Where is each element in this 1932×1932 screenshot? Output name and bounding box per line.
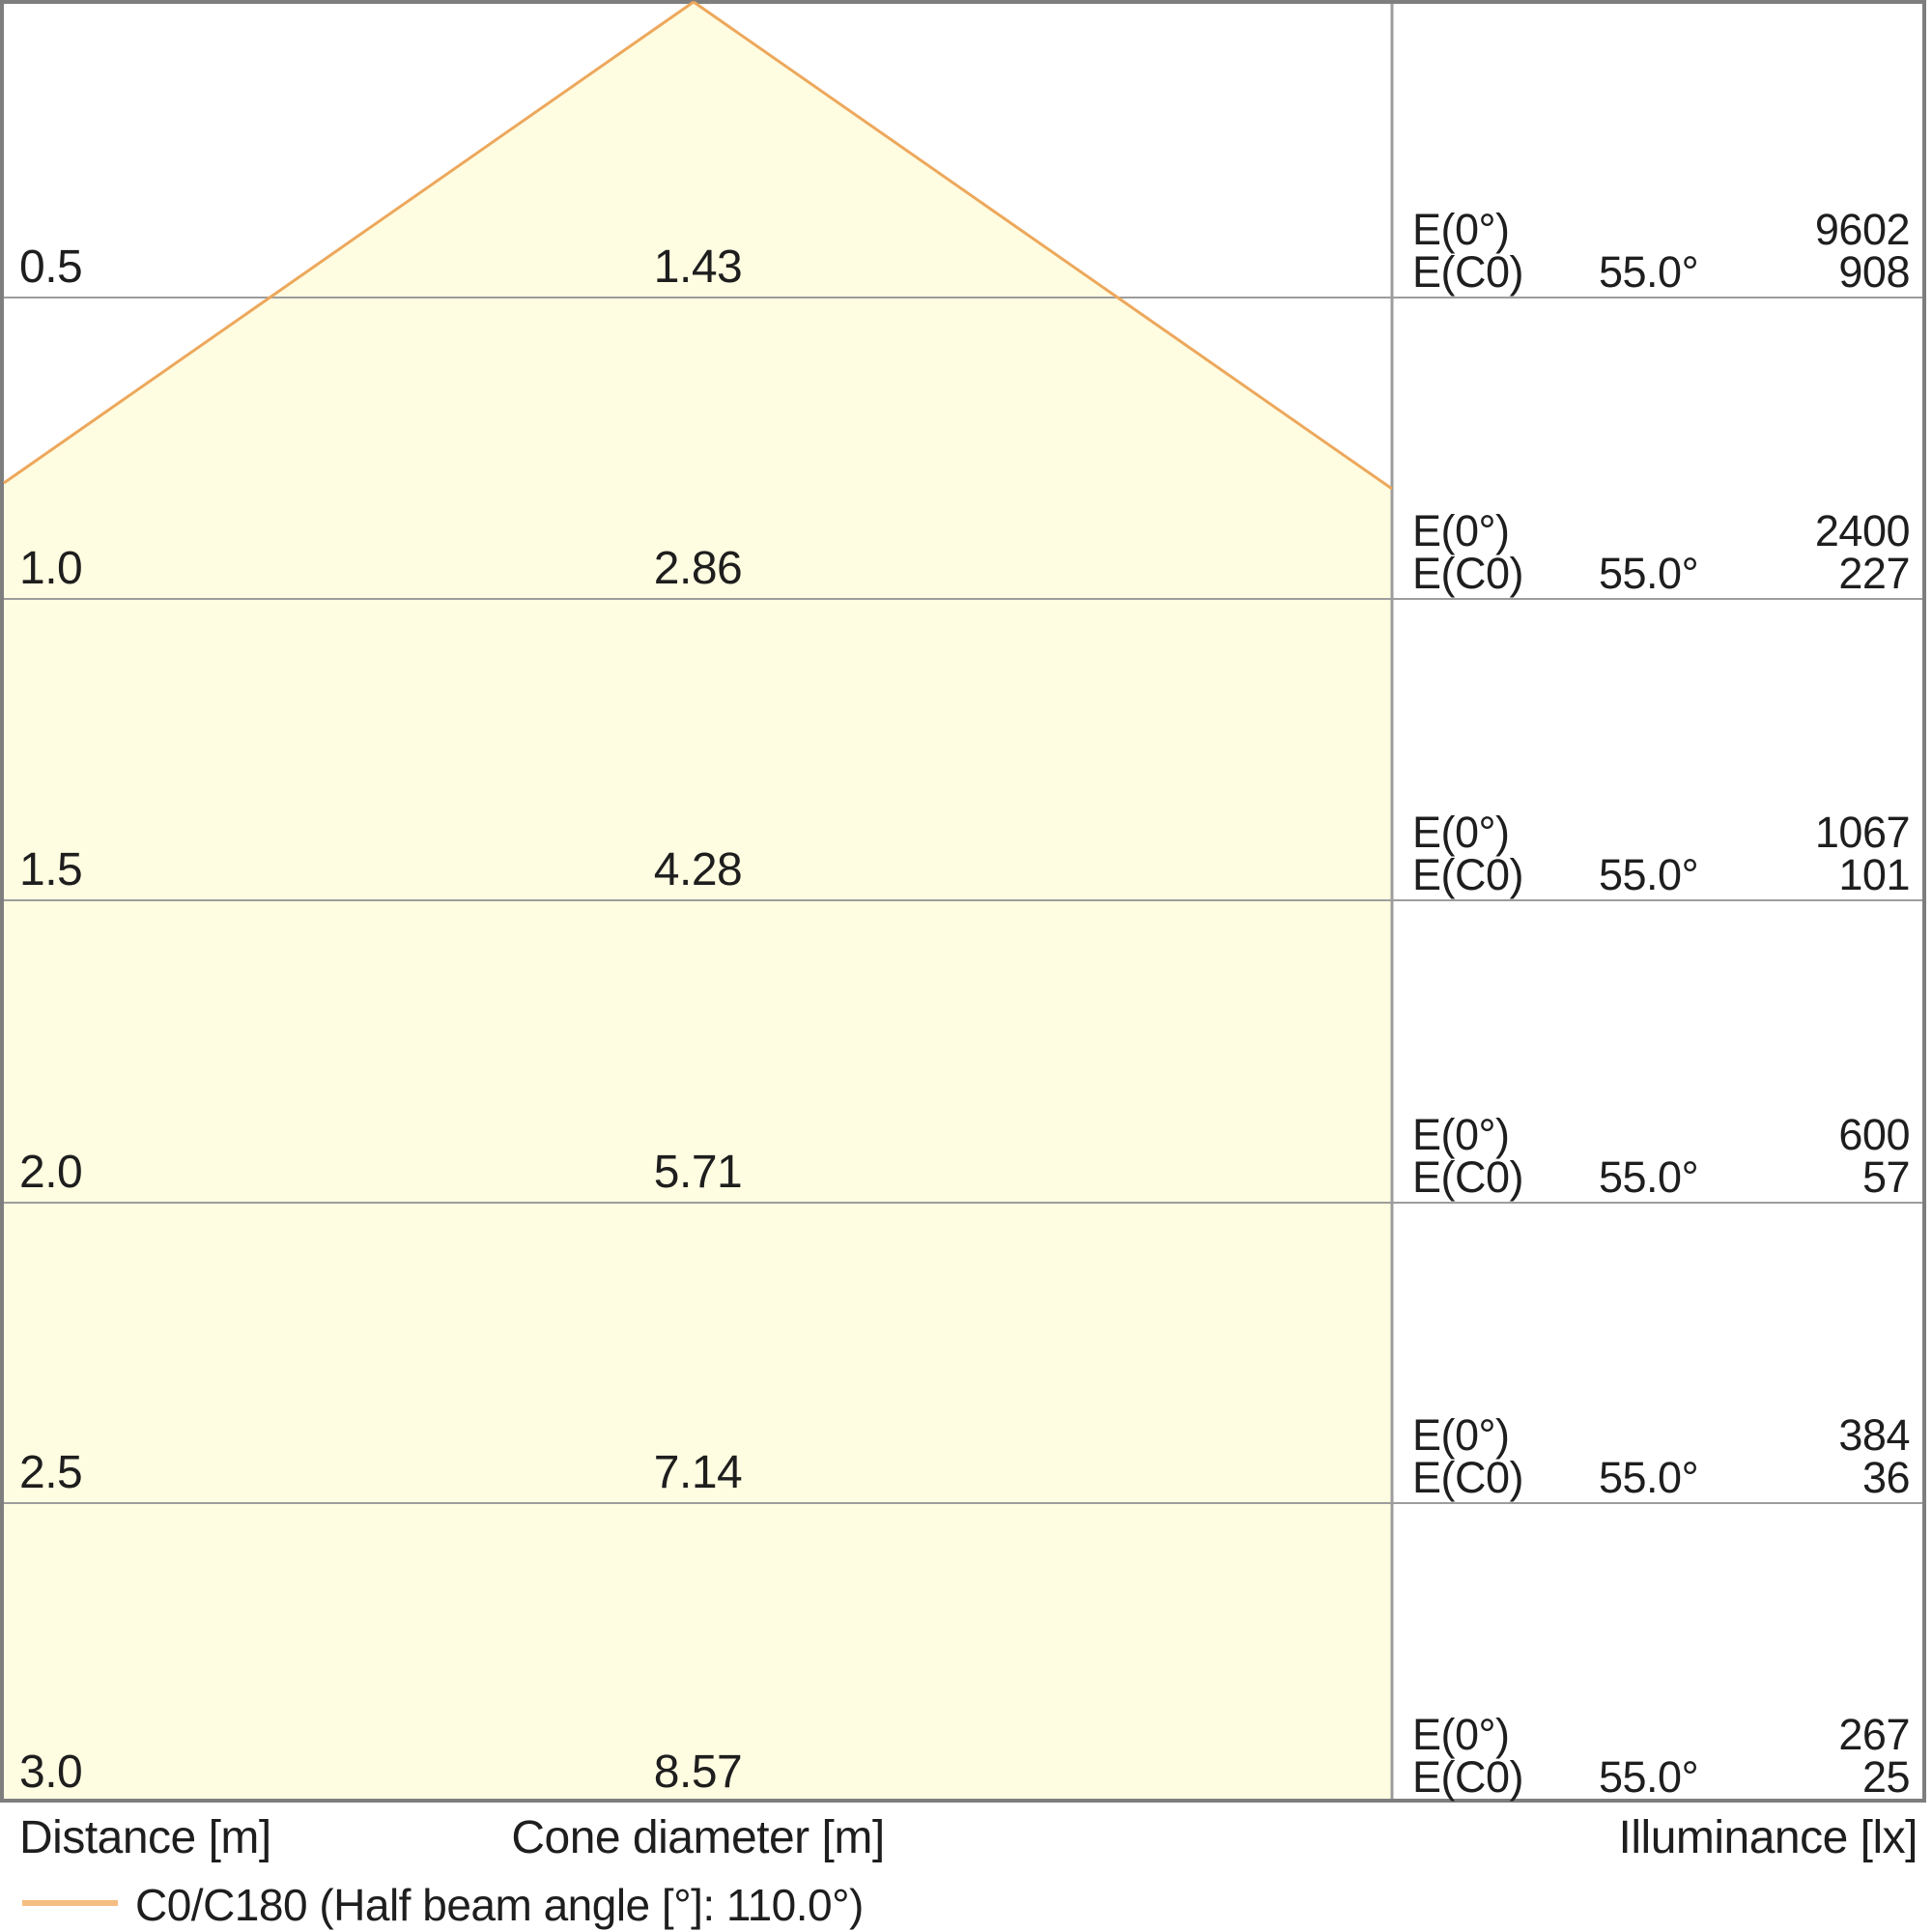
ec0-line: E(C0) 55.0° 57 xyxy=(1412,1152,1911,1202)
ec0-value: 227 xyxy=(1838,549,1910,598)
cone-diameter-axis-label: Cone diameter [m] xyxy=(511,1812,885,1863)
distance-tick-label: 2.0 xyxy=(19,1147,83,1198)
e0-line: E(0°) 267 xyxy=(1412,1710,1910,1759)
e0-value: 600 xyxy=(1838,1110,1910,1159)
ec0-label: E(C0) xyxy=(1412,850,1524,899)
beam-angle-value: 55.0° xyxy=(1599,549,1699,598)
distance-tick-label: 3.0 xyxy=(19,1747,83,1798)
distance-tick-label: 0.5 xyxy=(19,242,83,293)
illuminance-axis-label: Illuminance [lx] xyxy=(1618,1812,1918,1863)
cone-diameter-value: 4.28 xyxy=(653,844,743,895)
distance-tick-label: 1.0 xyxy=(19,543,83,594)
ec0-line: E(C0) 55.0° 227 xyxy=(1412,549,1910,598)
e0-line: E(0°) 600 xyxy=(1412,1110,1910,1159)
illuminance-row: E(0°) 2400 E(C0) 55.0° 227 xyxy=(1412,506,1911,598)
ec0-line: E(C0) 55.0° 25 xyxy=(1412,1752,1911,1802)
ec0-value: 36 xyxy=(1861,1453,1911,1502)
ec0-label: E(C0) xyxy=(1412,1752,1524,1802)
ec0-label: E(C0) xyxy=(1412,247,1524,297)
e0-label: E(0°) xyxy=(1412,1110,1510,1159)
illuminance-row: E(0°) 267 E(C0) 55.0° 25 xyxy=(1412,1710,1911,1802)
ec0-value: 25 xyxy=(1861,1752,1911,1802)
ec0-value: 57 xyxy=(1861,1152,1911,1202)
beam-angle-value: 55.0° xyxy=(1599,1752,1699,1802)
e0-line: E(0°) 1067 xyxy=(1412,808,1911,857)
distance-gridlines xyxy=(4,297,1922,1504)
cone-diameter-value: 2.86 xyxy=(653,543,743,594)
cone-diameter-value: 5.71 xyxy=(653,1147,743,1198)
beam-angle-value: 55.0° xyxy=(1599,247,1699,297)
ec0-label: E(C0) xyxy=(1412,1152,1524,1202)
illuminance-row: E(0°) 1067 E(C0) 55.0° 101 xyxy=(1412,808,1911,899)
e0-value: 1067 xyxy=(1814,808,1911,857)
illuminance-row: E(0°) 9602 E(C0) 55.0° 908 xyxy=(1412,205,1911,297)
e0-label: E(0°) xyxy=(1412,205,1510,254)
beam-angle-value: 55.0° xyxy=(1599,850,1699,899)
cone-diameter-value: 8.57 xyxy=(653,1747,743,1798)
e0-value: 267 xyxy=(1838,1710,1910,1759)
ec0-value: 908 xyxy=(1838,247,1910,297)
distance-axis-label: Distance [m] xyxy=(19,1812,271,1863)
ec0-line: E(C0) 55.0° 36 xyxy=(1412,1453,1911,1502)
beam-angle-value: 55.0° xyxy=(1599,1152,1699,1202)
legend-label: C0/C180 (Half beam angle [°]: 110.0°) xyxy=(135,1880,864,1930)
illuminance-row: E(0°) 600 E(C0) 55.0° 57 xyxy=(1412,1110,1911,1202)
ec0-line: E(C0) 55.0° 908 xyxy=(1412,247,1910,297)
e0-label: E(0°) xyxy=(1412,1410,1510,1460)
cone-diameter-value: 1.43 xyxy=(653,242,743,293)
e0-value: 2400 xyxy=(1814,506,1911,555)
ec0-label: E(C0) xyxy=(1412,549,1524,598)
distance-tick-label: 2.5 xyxy=(19,1447,83,1498)
cone-diameter-value: 7.14 xyxy=(653,1447,743,1498)
e0-line: E(0°) 9602 xyxy=(1412,205,1911,254)
cone-edge-right xyxy=(693,0,1393,491)
e0-value: 9602 xyxy=(1814,205,1911,254)
e0-label: E(0°) xyxy=(1412,506,1510,555)
cone-edge-left xyxy=(3,0,695,485)
ec0-line: E(C0) 55.0° 101 xyxy=(1412,850,1910,899)
e0-line: E(0°) 384 xyxy=(1412,1410,1910,1460)
beam-angle-value: 55.0° xyxy=(1599,1453,1699,1502)
e0-label: E(0°) xyxy=(1412,1710,1510,1759)
e0-line: E(0°) 2400 xyxy=(1412,506,1911,555)
ec0-label: E(C0) xyxy=(1412,1453,1524,1502)
illuminance-row: E(0°) 384 E(C0) 55.0° 36 xyxy=(1412,1410,1911,1502)
ec0-value: 101 xyxy=(1838,850,1910,899)
e0-value: 384 xyxy=(1838,1410,1910,1460)
distance-tick-label: 1.5 xyxy=(19,844,83,895)
e0-label: E(0°) xyxy=(1412,808,1510,857)
